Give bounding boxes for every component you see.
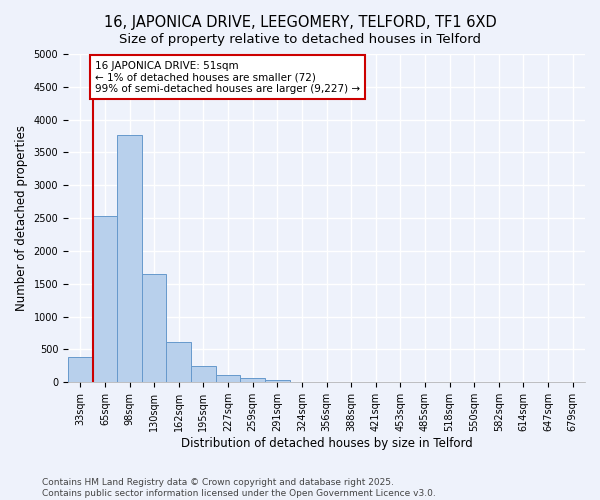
Bar [142, 274, 166, 382]
Y-axis label: Number of detached properties: Number of detached properties [15, 125, 28, 311]
Bar [92, 216, 117, 382]
Text: 16 JAPONICA DRIVE: 51sqm
← 1% of detached houses are smaller (72)
99% of semi-de: 16 JAPONICA DRIVE: 51sqm ← 1% of detache… [95, 60, 360, 94]
Bar [241, 378, 265, 382]
Bar [265, 380, 290, 382]
Text: 16, JAPONICA DRIVE, LEEGOMERY, TELFORD, TF1 6XD: 16, JAPONICA DRIVE, LEEGOMERY, TELFORD, … [104, 15, 496, 30]
Text: Size of property relative to detached houses in Telford: Size of property relative to detached ho… [119, 32, 481, 46]
Bar [191, 366, 216, 382]
X-axis label: Distribution of detached houses by size in Telford: Distribution of detached houses by size … [181, 437, 472, 450]
Text: Contains HM Land Registry data © Crown copyright and database right 2025.
Contai: Contains HM Land Registry data © Crown c… [42, 478, 436, 498]
Bar [166, 342, 191, 382]
Bar [216, 376, 241, 382]
Bar [68, 358, 92, 382]
Bar [117, 134, 142, 382]
